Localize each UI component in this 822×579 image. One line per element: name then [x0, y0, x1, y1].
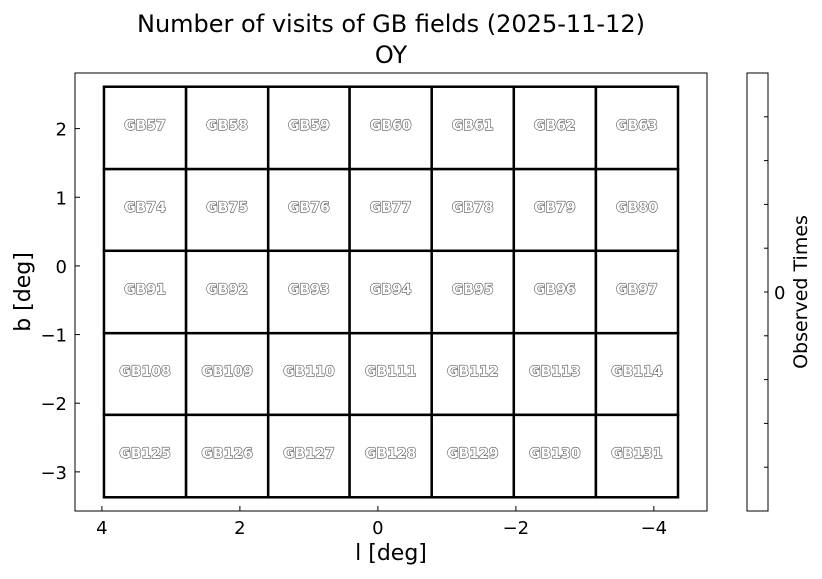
field-label: GB58: [206, 118, 248, 134]
fields-layer: GB57 GB58 GB59 GB60 GB61 GB62 GB63 GB74 GB75 GB76…: [102, 85, 680, 499]
x-tick-label: 0: [372, 518, 383, 539]
colorbar-ticks: [764, 116, 768, 468]
field-label: GB57: [124, 118, 166, 134]
chart-subtitle: OY: [375, 41, 408, 69]
field-label: GB130: [529, 446, 581, 462]
field-label: GB128: [365, 446, 416, 462]
y-tick-label: 1: [56, 188, 67, 209]
field-cell: [102, 331, 188, 417]
field-cell: [184, 85, 270, 171]
field-cell: [102, 413, 188, 499]
field-label: GB95: [452, 282, 494, 298]
field-cell: [430, 167, 516, 253]
y-tick-label: 2: [56, 120, 67, 141]
x-tick-label: −2: [503, 518, 530, 539]
field-label: GB96: [534, 282, 576, 298]
x-tick-label: 2: [234, 518, 245, 539]
field-label: GB60: [370, 118, 412, 134]
field-cell: [266, 167, 351, 253]
field-cell: [594, 413, 680, 499]
field-label: GB113: [529, 364, 580, 380]
field-cell: [266, 249, 351, 335]
x-tick-label: 4: [96, 518, 107, 539]
x-tick-label: −4: [641, 518, 668, 539]
axes: 4 2 0 −2 −4 2 1 0 −1 −2 −3: [40, 120, 667, 539]
field-label: GB112: [447, 364, 498, 380]
colorbar-tick-label: 0: [774, 283, 785, 304]
field-label: GB75: [206, 200, 248, 216]
field-label: GB77: [370, 200, 412, 216]
field-label: GB62: [534, 118, 576, 134]
y-tick-label: 0: [56, 257, 67, 278]
field-label: GB76: [288, 200, 330, 216]
y-tick-label: −2: [40, 394, 67, 415]
field-label: GB92: [206, 282, 248, 298]
field-label: GB59: [288, 118, 330, 134]
field-cell: [512, 413, 598, 499]
field-label: GB110: [283, 364, 335, 380]
field-cell: [594, 249, 680, 335]
field-cell: [512, 249, 598, 335]
field-cell: [102, 167, 188, 253]
field-cell: [184, 331, 270, 417]
field-label: GB80: [616, 200, 658, 216]
field-label: GB93: [288, 282, 330, 298]
chart-title: Number of visits of GB fields (2025-11-1…: [137, 10, 645, 38]
field-label: GB111: [365, 364, 416, 380]
y-axis-label: b [deg]: [11, 252, 36, 332]
field-label: GB126: [201, 446, 252, 462]
field-label: GB125: [119, 446, 170, 462]
field-cell: [430, 249, 516, 335]
field-label: GB79: [534, 200, 576, 216]
x-axis-label: l [deg]: [355, 541, 427, 566]
field-label: GB97: [616, 282, 658, 298]
field-label: GB61: [452, 118, 494, 134]
field-label: GB108: [119, 364, 170, 380]
field-label: GB129: [447, 446, 498, 462]
field-cell: [102, 85, 188, 171]
field-cell: [266, 413, 351, 499]
field-cell: [594, 167, 680, 253]
field-label: GB114: [611, 364, 663, 380]
field-label: GB91: [124, 282, 166, 298]
field-label: GB78: [452, 200, 494, 216]
field-label: GB131: [611, 446, 662, 462]
field-cell: [184, 249, 270, 335]
field-cell: [512, 331, 598, 417]
field-cell: [512, 85, 598, 171]
field-label: GB94: [370, 282, 412, 298]
colorbar-label: Observed Times: [790, 215, 812, 369]
field-label: GB109: [201, 364, 252, 380]
y-tick-label: −3: [40, 463, 67, 484]
y-tick-label: −1: [40, 326, 67, 347]
plot-frame: [74, 72, 708, 512]
field-label: GB63: [616, 118, 658, 134]
field-label: GB127: [283, 446, 334, 462]
field-label: GB74: [124, 200, 166, 216]
